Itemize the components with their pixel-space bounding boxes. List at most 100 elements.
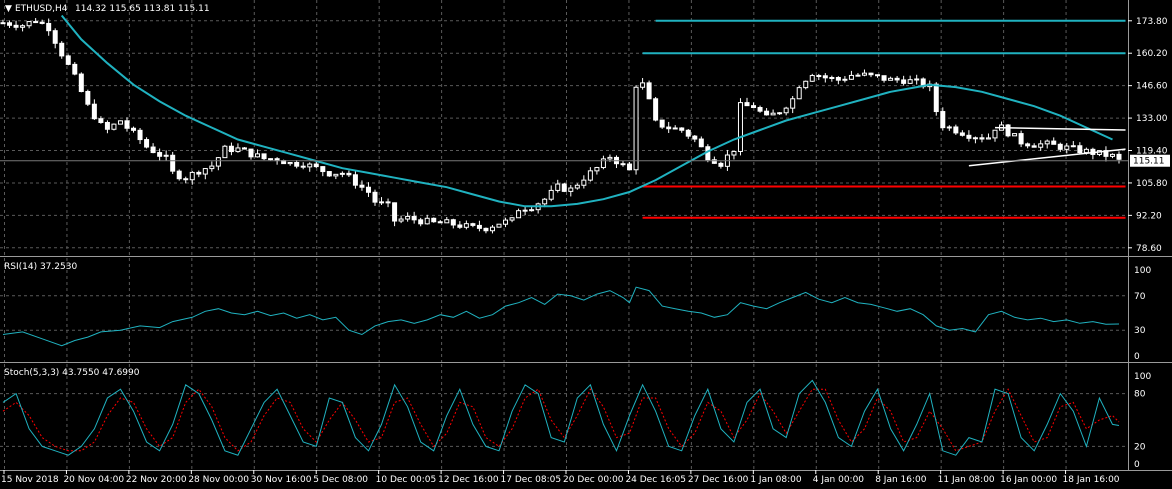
candle-body [627,163,633,171]
triangle-lower-line[interactable] [968,148,1126,167]
candle-body [46,22,52,32]
stoch-tick-label: 100 [1134,372,1151,382]
candle-body [385,201,391,204]
candle-body [666,126,672,130]
candle-body [1044,140,1050,145]
candle-body [1077,145,1083,154]
ohlc-readout: 114.32 115.65 113.81 115.11 [75,4,210,14]
candle-body [418,219,424,225]
time-tick-label: 20 Dec 00:00 [563,475,624,485]
candle-body [698,138,704,148]
price-tick-label: 173.80 [1136,17,1168,27]
candle-body [685,129,691,137]
candle-body [1025,143,1031,147]
candle-body [352,174,358,186]
candle-body [529,209,535,212]
time-tick-label: 27 Dec 16:00 [688,475,749,485]
candle-body [450,219,456,226]
time-tick-label: 18 Jan 16:00 [1063,475,1120,485]
candle-body [59,42,65,57]
candle-body [176,170,182,180]
candle-body [516,210,522,219]
candle-body [1005,124,1011,137]
candle-body [888,77,894,81]
candle-body [13,24,19,28]
candle-body [359,184,365,188]
candle-body [672,127,678,130]
candle-body [39,21,45,24]
candle-body [757,107,763,112]
triangle-pattern[interactable] [968,126,1126,167]
symbol-dropdown-icon[interactable]: ▼ [5,4,12,14]
time-tick-label: 17 Dec 08:05 [501,475,562,485]
candle-body [894,77,900,81]
candle-body [444,219,450,224]
grid [0,0,1128,470]
rsi-series-line [2,286,1120,347]
candle-body [796,87,802,100]
candle-body [979,137,985,140]
time-tick-label: 22 Nov 20:00 [126,475,187,485]
candle-body [346,172,352,176]
candle-body [476,224,482,229]
candle-body [646,82,652,100]
candle-body [457,224,463,228]
candle-body [1012,133,1018,137]
rsi-tick-label: 70 [1134,292,1146,302]
candle-body [489,226,495,232]
candle-body [300,165,306,168]
price-tick-label: 146.60 [1136,82,1168,92]
candle-body [574,184,580,189]
candle-body [901,79,907,84]
candle-body [940,111,946,129]
stoch-signal-line [2,388,1120,452]
candle-body [33,21,39,24]
candle-body [1057,143,1063,150]
candle-body [424,217,430,225]
candle-body [607,156,613,160]
candle-body [953,126,959,134]
candle-body [255,153,261,158]
candle-body [326,171,332,177]
candle-body [809,75,815,82]
candle-body [692,135,698,140]
candle-body [131,127,137,131]
rsi-line [2,286,1120,347]
candle-body [52,30,58,44]
candle-body [966,134,972,139]
candle-body [20,25,26,28]
candle-body [783,107,789,114]
triangle-upper-line[interactable] [994,126,1126,131]
candle-body [581,179,587,186]
candle-body [561,183,567,192]
candle-body [124,120,130,129]
candle-body [268,158,274,161]
price-tick-label: 133.00 [1136,114,1168,124]
candle-body [470,223,476,226]
current-price-label: 115.11 [1133,157,1165,167]
candle-body [737,102,743,152]
candle-body [620,163,626,166]
candle-body [568,187,574,192]
candle-body [659,119,665,128]
candle-body [235,147,241,153]
time-tick-label: 11 Jan 08:00 [938,475,995,485]
candle-body [183,178,189,181]
candle-body [822,75,828,79]
candle-body [946,126,952,129]
candle-body [542,198,548,205]
candle-body [1064,145,1070,150]
candle-body [0,22,6,25]
candle-body [1038,143,1044,148]
horizontal-levels[interactable] [642,19,1126,219]
candle-body [764,110,770,116]
candle-body [7,22,13,26]
candle-body [98,118,104,123]
candle-body [914,78,920,81]
rsi-tick-label: 100 [1134,266,1151,276]
time-tick-label: 28 Nov 00:00 [188,475,249,485]
candle-body [1083,148,1089,154]
candle-body [228,145,234,153]
candle-body [509,217,515,221]
